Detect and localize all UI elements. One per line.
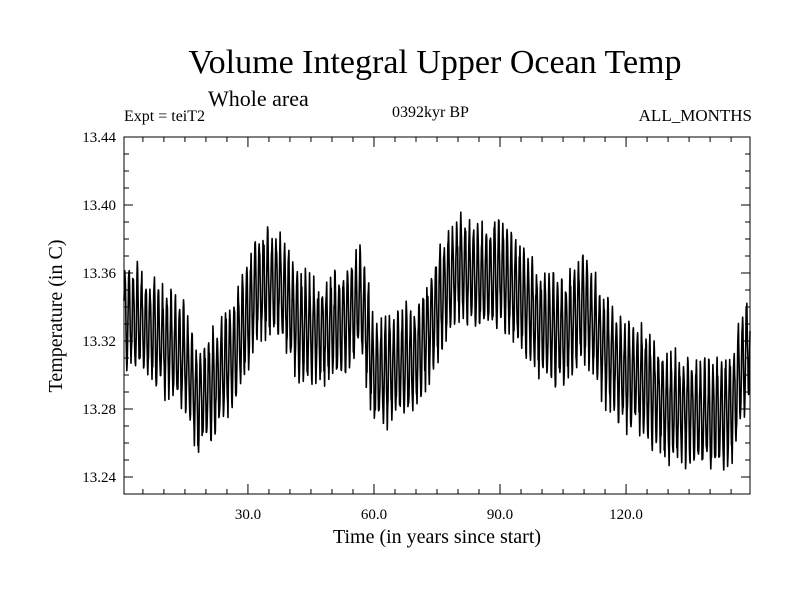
chart-subtitle: Whole area <box>208 86 309 111</box>
series-line <box>123 211 751 471</box>
y-tick-label: 13.40 <box>82 198 116 214</box>
period-label: 0392kyr BP <box>392 104 469 121</box>
months-label: ALL_MONTHS <box>638 106 752 125</box>
y-tick-label: 13.24 <box>82 470 116 486</box>
x-axis-label: Time (in years since start) <box>333 526 541 548</box>
experiment-label: Expt = teiT2 <box>124 108 206 125</box>
x-tick-label: 120.0 <box>609 507 643 523</box>
y-tick-label: 13.36 <box>82 266 116 282</box>
x-tick-label: 60.0 <box>361 507 387 523</box>
y-tick-label: 13.44 <box>82 130 116 146</box>
y-tick-label: 13.28 <box>82 402 116 418</box>
x-tick-label: 30.0 <box>235 507 261 523</box>
y-axis-label: Temperature (in C) <box>45 240 67 393</box>
chart-title: Volume Integral Upper Ocean Temp <box>188 44 682 81</box>
plot-frame <box>123 136 751 495</box>
y-tick-label: 13.32 <box>82 334 116 350</box>
x-tick-label: 90.0 <box>487 507 513 523</box>
